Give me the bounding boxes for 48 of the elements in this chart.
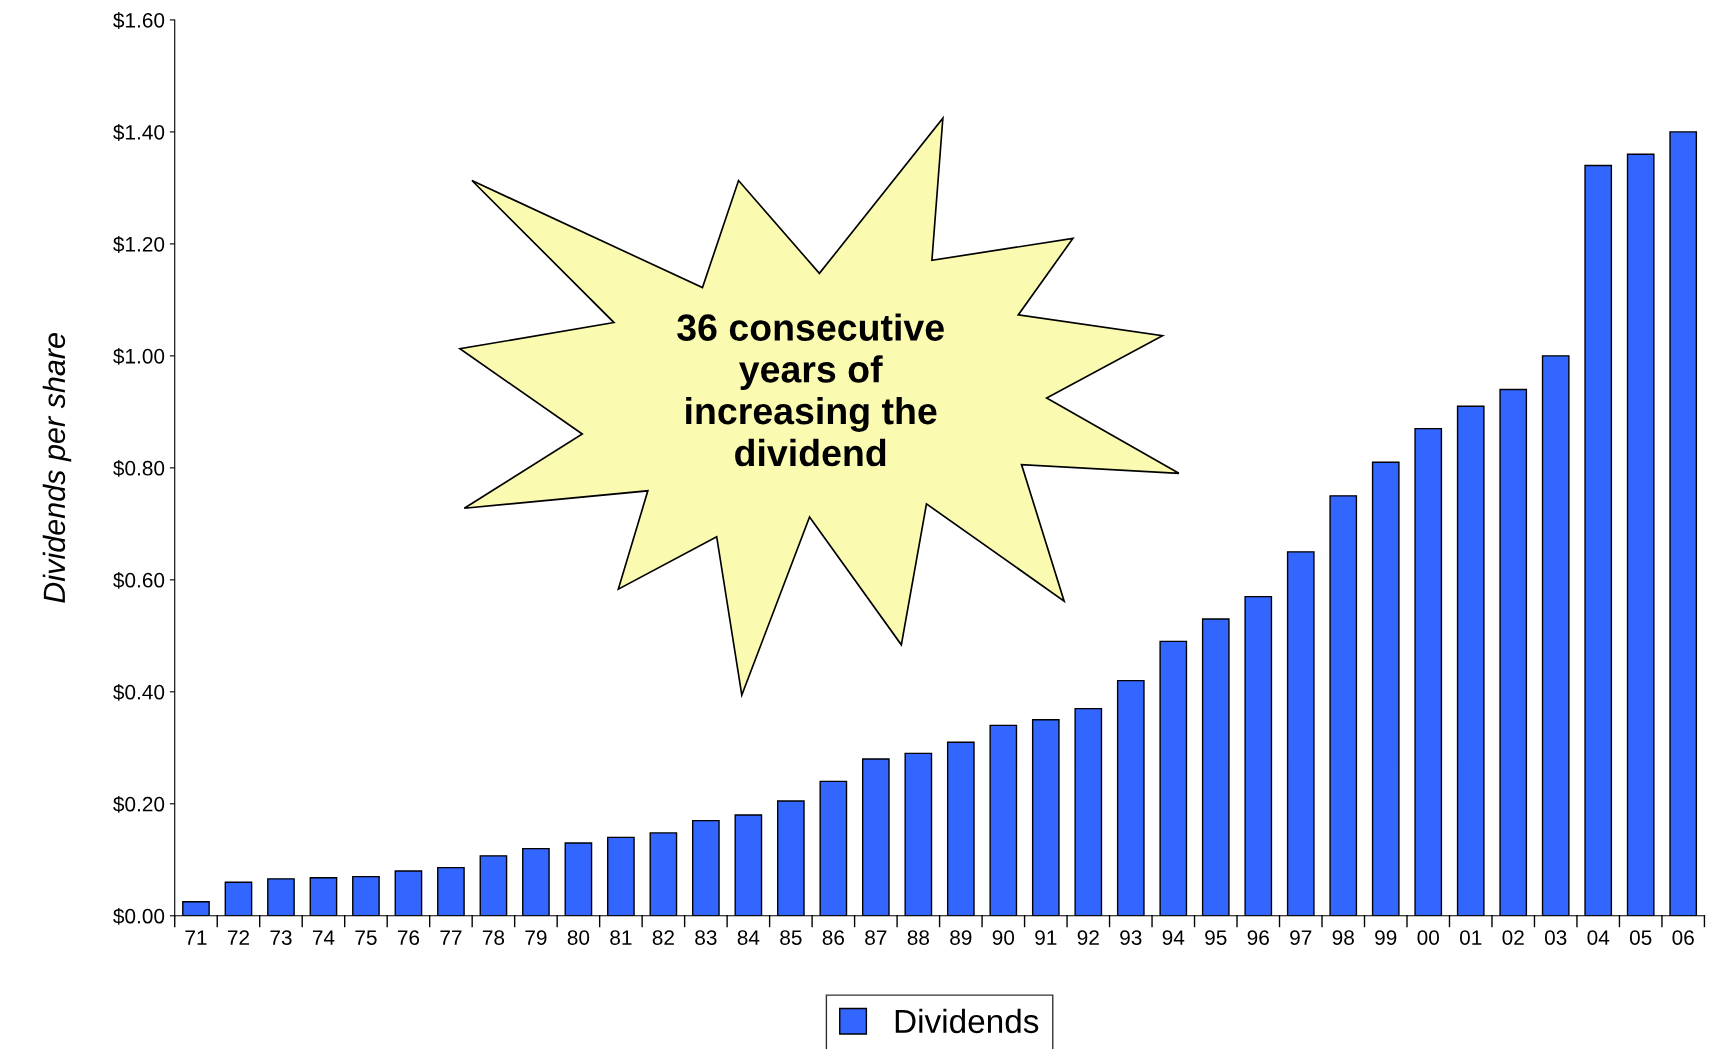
x-tick-label: 05 xyxy=(1629,930,1652,945)
x-tick-label: 82 xyxy=(652,930,674,945)
x-tick-label: 97 xyxy=(1290,930,1312,945)
x-tick-label: 02 xyxy=(1502,930,1524,945)
x-tick-label: 98 xyxy=(1332,930,1354,945)
x-tick-label: 92 xyxy=(1077,930,1099,945)
x-tick-label: 85 xyxy=(780,930,802,945)
x-tick-label: 96 xyxy=(1247,930,1269,945)
x-tick-label: 86 xyxy=(822,930,845,945)
x-tick-label: 83 xyxy=(695,930,717,945)
y-tick-label: $1.60 xyxy=(113,12,165,29)
x-tick-label: 03 xyxy=(1544,930,1567,945)
y-tick-label: $0.60 xyxy=(113,571,165,589)
x-tick-label: 76 xyxy=(397,930,420,945)
y-tick-label: $0.20 xyxy=(113,795,165,813)
legend-label: Dividends xyxy=(895,1008,1039,1034)
y-tick-label: $0.80 xyxy=(113,459,165,477)
x-tick-label: 84 xyxy=(737,930,760,945)
x-tick-label: 95 xyxy=(1205,930,1227,945)
x-tick-label: 89 xyxy=(950,930,972,945)
x-tick-label: 90 xyxy=(992,930,1015,945)
x-tick-label: 06 xyxy=(1672,930,1694,945)
x-tick-label: 01 xyxy=(1459,930,1482,945)
x-tick-label: 79 xyxy=(525,930,547,945)
x-tick-label: 74 xyxy=(312,930,335,945)
x-tick-label: 75 xyxy=(355,930,377,945)
x-tick-label: 87 xyxy=(865,930,887,945)
x-tick-label: 81 xyxy=(610,930,632,945)
x-tick-label: 93 xyxy=(1120,930,1142,945)
x-tick-label: 77 xyxy=(440,930,462,945)
x-tick-label: 04 xyxy=(1587,930,1610,945)
x-tick-label: 94 xyxy=(1162,930,1185,945)
y-tick-label: $1.20 xyxy=(113,236,165,253)
x-tick-label: 78 xyxy=(482,930,505,945)
annotation: 36 consecutive years of increasing the dividend xyxy=(677,313,944,467)
y-tick-label: $1.00 xyxy=(113,348,165,365)
x-tick-label: 99 xyxy=(1375,930,1397,945)
x-tick-label: 00 xyxy=(1417,930,1440,945)
y-axis-title: Dividends per share xyxy=(42,333,72,603)
x-tick-label: 71 xyxy=(185,930,207,945)
x-tick-label: 72 xyxy=(227,930,250,945)
y-tick-label: $0.00 xyxy=(113,907,165,925)
x-tick-label: 91 xyxy=(1035,930,1057,945)
x-tick-label: 73 xyxy=(270,930,292,945)
y-tick-label: $0.40 xyxy=(113,683,165,701)
x-tick-label: 88 xyxy=(907,930,930,945)
x-tick-label: 80 xyxy=(567,930,590,945)
y-tick-label: $1.40 xyxy=(113,124,165,141)
